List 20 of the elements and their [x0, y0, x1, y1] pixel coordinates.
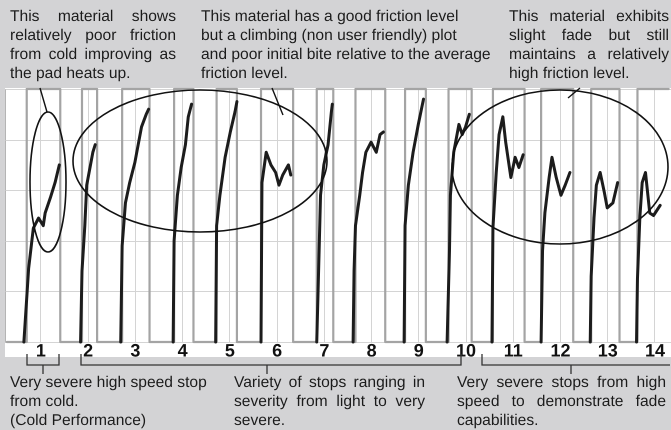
x-tick-label: 1 — [36, 340, 46, 360]
x-tick-label: 10 — [456, 340, 476, 360]
x-tick-label: 7 — [319, 340, 330, 360]
x-tick-label: 2 — [83, 340, 94, 360]
text: Very severe high speed stop from cold. (Cold Performance) — [10, 372, 208, 430]
text: Variety of stops ranging in severity from light to very severe. — [234, 372, 425, 430]
x-tick-label: 5 — [224, 340, 235, 360]
text: This material exhibits slight fade but still maintains a relatively high friction level. — [509, 6, 669, 84]
x-tick-label: 11 — [504, 340, 523, 360]
x-tick-label: 6 — [272, 340, 282, 360]
x-tick-label: 13 — [598, 340, 618, 360]
text: This material has a good friction level but a climbing (non user friendly) plot and poor initial bite relative to the average friction level. — [201, 6, 492, 84]
text: This material shows relatively poor friction from cold improving as the pad heats up. — [10, 6, 176, 84]
x-tick-label: 4 — [178, 340, 188, 360]
x-tick-label: 14 — [644, 340, 665, 360]
text: Very severe stops from high speed to demonstrate fade capabilities. — [457, 372, 666, 430]
x-tick-label: 12 — [550, 340, 571, 360]
x-tick-label: 9 — [414, 340, 424, 360]
x-tick-label: 3 — [130, 340, 140, 360]
x-tick-label: 8 — [366, 340, 377, 360]
